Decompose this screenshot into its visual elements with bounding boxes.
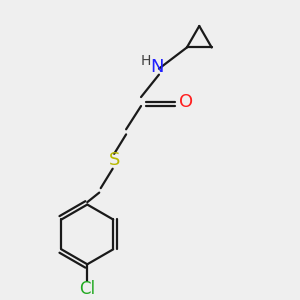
Text: S: S: [109, 151, 120, 169]
Text: O: O: [179, 92, 193, 110]
Text: Cl: Cl: [79, 280, 95, 298]
Text: H: H: [141, 54, 151, 68]
Text: N: N: [150, 58, 163, 76]
